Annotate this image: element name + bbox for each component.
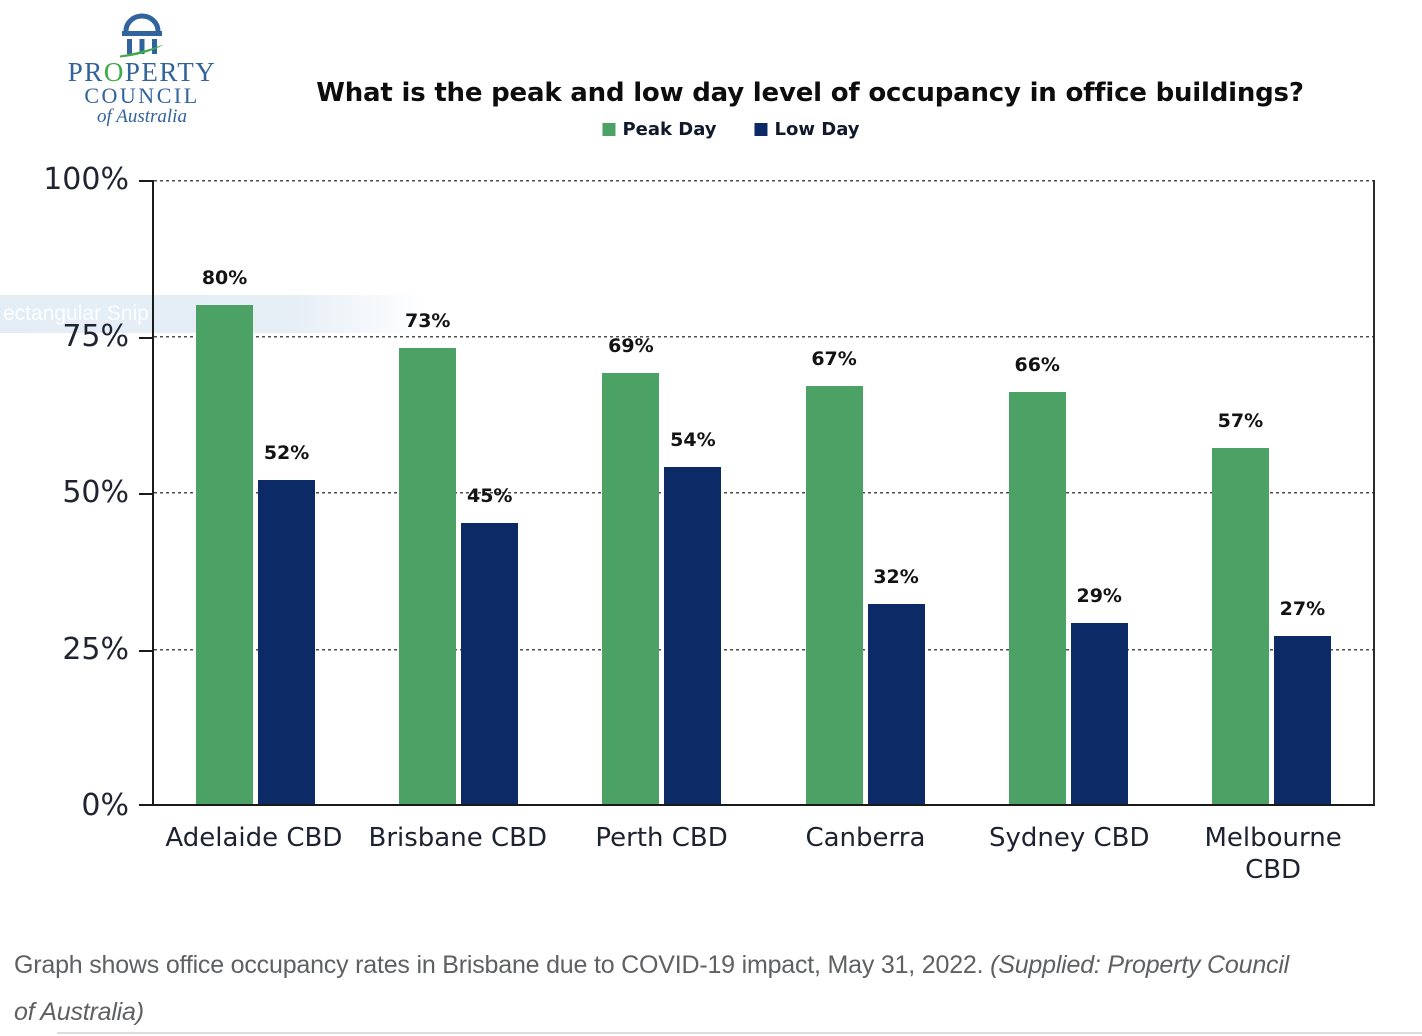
value-label-peak-day-adelaide-cbd: 80%	[201, 266, 248, 289]
chart-title: What is the peak and low day level of oc…	[316, 78, 1304, 108]
chart-legend: Peak Day Low Day	[602, 119, 860, 140]
legend-label-peak-day: Peak Day	[622, 119, 717, 140]
bar-group-perth-cbd: 69% 54%	[560, 180, 763, 804]
plot-area: 0% 25% 50% 75% 100% 80% 52% 73% 45% 69% 54% 67% 32% 6…	[43, 165, 1375, 821]
x-axis-label-sydney-cbd: Sydney CBD	[988, 823, 1150, 853]
property-council-logo: PROPERTY COUNCIL of Australia	[58, 8, 226, 127]
bar-low-day-brisbane-cbd: 45%	[461, 485, 519, 804]
bar-low-day-sydney-cbd: 29%	[1070, 585, 1128, 804]
y-axis-label-100: 100%	[43, 162, 129, 197]
value-label-low-day-brisbane-cbd: 45%	[466, 485, 513, 508]
y-axis-tick-50	[139, 493, 152, 495]
logo-word-property: PROPERTY	[67, 57, 217, 87]
x-axis-labels: Adelaide CBD Brisbane CBD Perth CBD Canberr…	[152, 822, 1375, 892]
peak-day-swatch	[602, 123, 616, 136]
x-axis-label-perth-cbd: Perth CBD	[595, 823, 728, 853]
bar-low-day-canberra: 32%	[867, 566, 925, 804]
image-caption: Graph shows office occupancy rates in Br…	[14, 942, 1314, 1036]
value-label-peak-day-brisbane-cbd: 73%	[404, 310, 451, 333]
y-axis-tick-75	[139, 337, 152, 339]
x-axis-label-adelaide-cbd: Adelaide CBD	[165, 823, 343, 853]
legend-label-low-day: Low Day	[774, 119, 860, 140]
y-axis-label-75: 75%	[62, 319, 129, 354]
y-axis-label-0: 0%	[81, 788, 129, 823]
logo-word-of-australia: of Australia	[97, 106, 187, 127]
bar-group-brisbane-cbd: 73% 45%	[357, 180, 560, 804]
bar-peak-day-adelaide-cbd: 80%	[196, 267, 254, 804]
x-axis-label-melbourne-cbd: Melbourne CBD	[1204, 823, 1342, 885]
bar-peak-day-brisbane-cbd: 73%	[399, 310, 457, 804]
dome-columns-icon	[120, 13, 164, 58]
value-label-low-day-adelaide-cbd: 52%	[263, 441, 310, 464]
snip-tooltip-text: ectangular Snip	[3, 302, 149, 325]
x-axis-label-brisbane-cbd: Brisbane CBD	[368, 823, 547, 853]
value-label-peak-day-sydney-cbd: 66%	[1014, 354, 1060, 377]
x-axis-label-canberra: Canberra	[805, 823, 926, 853]
legend-item-peak-day: Peak Day	[602, 119, 717, 140]
legend-item-low-day: Low Day	[754, 119, 860, 140]
y-axis-label-50: 50%	[62, 475, 129, 510]
low-day-swatch	[754, 123, 768, 136]
y-axis-tick-25	[139, 650, 152, 652]
bar-group-sydney-cbd: 66% 29%	[967, 180, 1170, 804]
bar-low-day-melbourne-cbd: 27%	[1273, 598, 1331, 804]
y-axis-label-25: 25%	[62, 632, 129, 667]
value-label-peak-day-melbourne-cbd: 57%	[1217, 410, 1264, 433]
page-divider-line	[57, 1032, 1422, 1034]
y-axis-tick-0	[139, 804, 152, 806]
value-label-low-day-sydney-cbd: 29%	[1076, 585, 1122, 608]
value-label-low-day-canberra: 32%	[873, 566, 919, 589]
logo-green-o: O	[103, 57, 125, 87]
bar-peak-day-perth-cbd: 69%	[602, 335, 660, 804]
logo-word-council: COUNCIL	[84, 83, 200, 108]
value-label-low-day-perth-cbd: 54%	[670, 429, 716, 452]
gridline-75	[154, 336, 1373, 338]
value-label-low-day-melbourne-cbd: 27%	[1279, 597, 1326, 620]
value-label-peak-day-perth-cbd: 69%	[608, 335, 654, 358]
bar-group-canberra: 67% 32%	[764, 180, 967, 804]
bar-low-day-adelaide-cbd: 52%	[258, 442, 316, 804]
bar-peak-day-melbourne-cbd: 57%	[1211, 410, 1269, 804]
bar-group-melbourne-cbd: 57% 27%	[1170, 180, 1373, 804]
caption-supplied-credit: (Supplied: Property Council of Australia…	[14, 951, 1290, 1026]
bar-low-day-perth-cbd: 54%	[664, 429, 722, 804]
gridline-100	[154, 180, 1373, 182]
caption-regular-text: Graph shows office occupancy rates in Br…	[14, 951, 991, 979]
y-axis-tick-100	[139, 180, 152, 182]
gridline-25	[154, 649, 1373, 651]
bar-peak-day-canberra: 67%	[805, 348, 863, 804]
bar-peak-day-sydney-cbd: 66%	[1008, 354, 1066, 804]
bar-group-adelaide-cbd: 80% 52%	[154, 180, 357, 804]
value-label-peak-day-canberra: 67%	[811, 347, 857, 370]
gridline-50	[154, 492, 1373, 494]
